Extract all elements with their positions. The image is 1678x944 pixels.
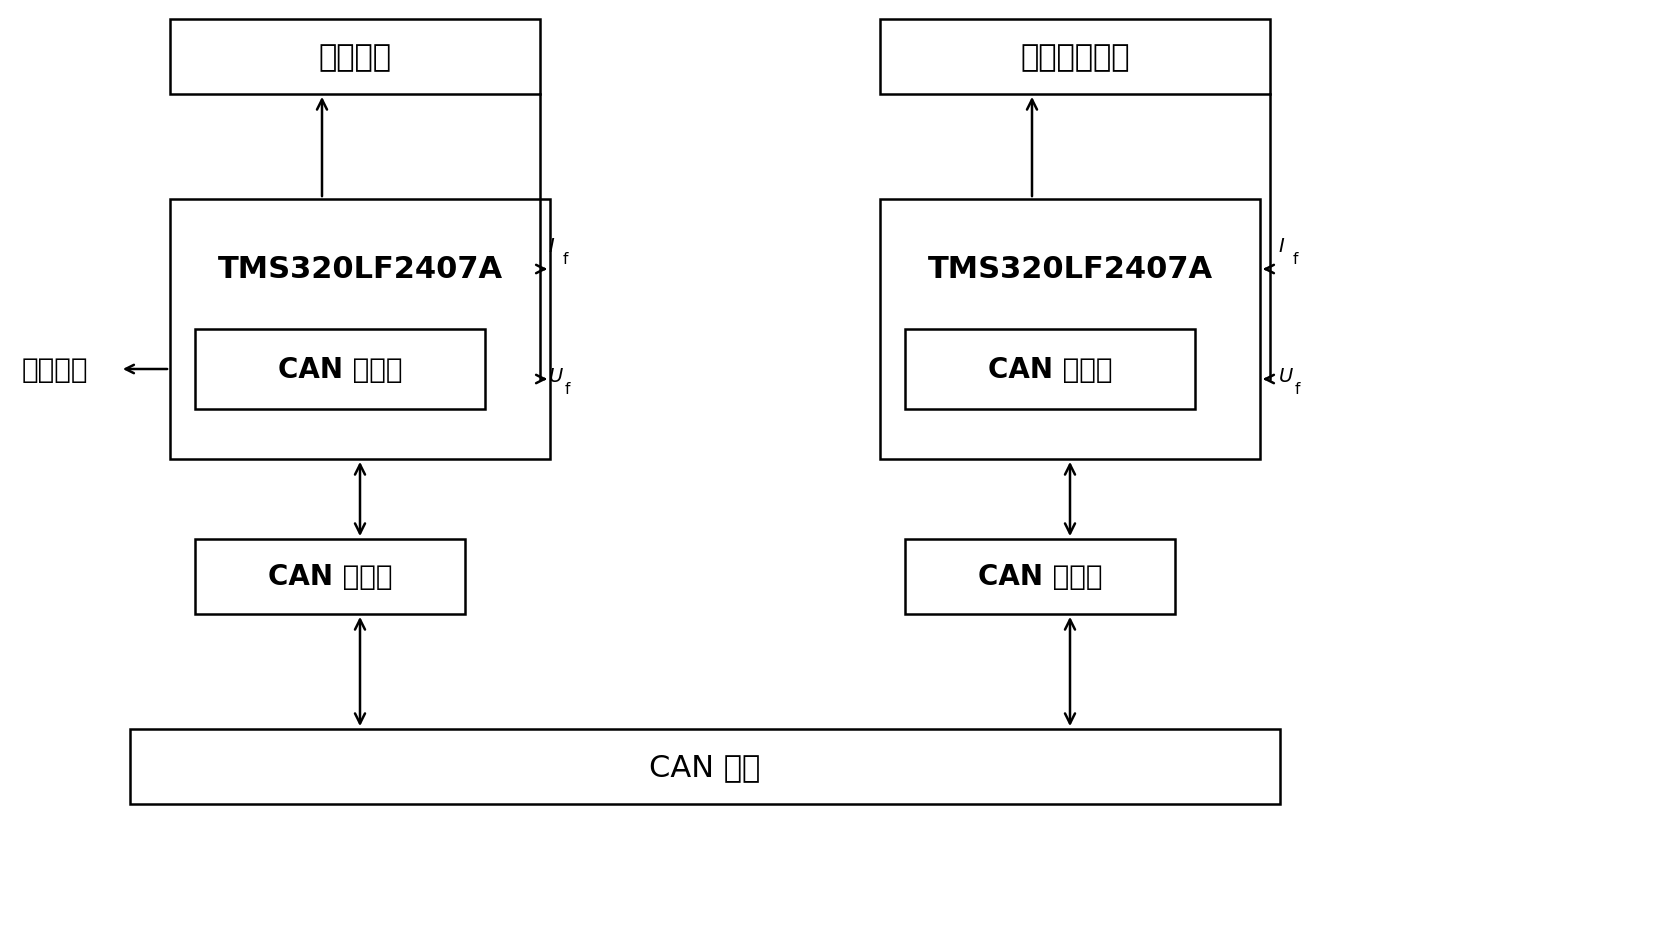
Text: $I$: $I$ — [1279, 237, 1285, 256]
Text: CAN 总线: CAN 总线 — [649, 752, 760, 782]
Bar — [169, 200, 550, 460]
Text: TMS320LF2407A: TMS320LF2407A — [928, 255, 1213, 284]
Text: $\mathrm{f}$: $\mathrm{f}$ — [562, 251, 571, 267]
Text: 参数显示: 参数显示 — [22, 356, 89, 383]
Text: CAN 控制器: CAN 控制器 — [988, 356, 1113, 383]
Text: $U$: $U$ — [549, 366, 564, 385]
Text: 逆变电源: 逆变电源 — [319, 43, 391, 72]
Text: $\mathrm{f}$: $\mathrm{f}$ — [564, 380, 572, 396]
Bar — [904, 539, 1175, 615]
Text: CAN 控制器: CAN 控制器 — [279, 356, 403, 383]
Text: CAN 驱动器: CAN 驱动器 — [978, 563, 1102, 591]
Bar — [129, 729, 1280, 804]
Bar — [195, 329, 485, 410]
Text: $\mathrm{f}$: $\mathrm{f}$ — [1292, 251, 1300, 267]
Text: $I$: $I$ — [549, 237, 555, 256]
Bar — [879, 200, 1260, 460]
Text: $\mathrm{f}$: $\mathrm{f}$ — [1294, 380, 1302, 396]
Text: $U$: $U$ — [1279, 366, 1294, 385]
Text: 另一逆变电源: 另一逆变电源 — [1020, 43, 1129, 72]
Text: TMS320LF2407A: TMS320LF2407A — [218, 255, 503, 284]
Bar — [879, 20, 1270, 95]
Bar — [169, 20, 540, 95]
Bar — [195, 539, 465, 615]
Text: CAN 驱动器: CAN 驱动器 — [268, 563, 393, 591]
Bar — [904, 329, 1195, 410]
